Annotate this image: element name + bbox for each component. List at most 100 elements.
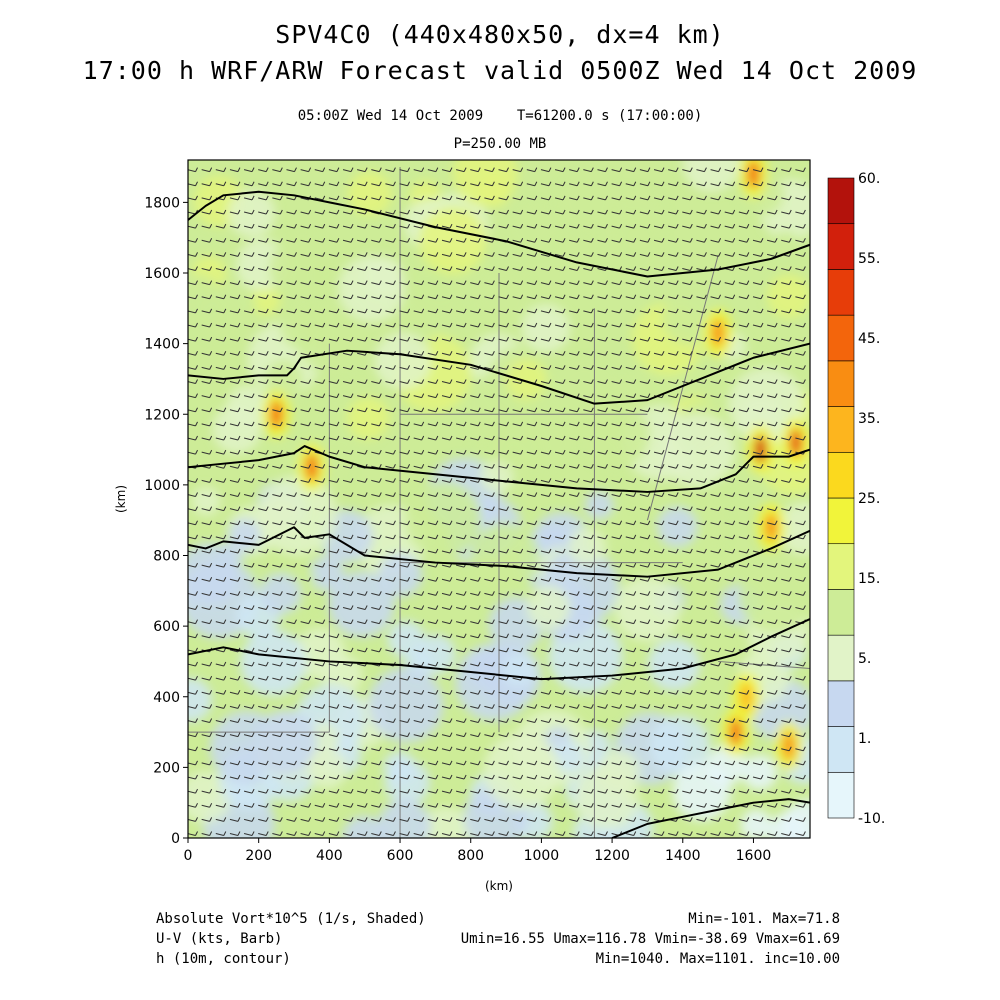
wind-barb [696, 619, 707, 625]
wind-barb [427, 379, 439, 384]
wind-barb [696, 548, 707, 554]
wind-barb [625, 195, 637, 201]
wind-barb [243, 223, 255, 229]
wind-barb [597, 195, 608, 201]
wind-barb [300, 167, 312, 173]
wind-barb [738, 308, 750, 314]
footer-field3-stats: Min=1040. Max=1101. inc=10.00 [595, 951, 840, 967]
wind-barb [456, 463, 467, 469]
wind-barb [427, 689, 439, 695]
wind-barb [611, 280, 623, 286]
wind-barb [243, 195, 255, 201]
wind-barb [554, 209, 566, 215]
wind-barb [258, 280, 269, 286]
wind-barb [342, 181, 354, 187]
wind-barb [229, 308, 241, 314]
wind-barb [498, 661, 509, 667]
wind-barb [781, 605, 792, 610]
wind-barb [201, 732, 213, 738]
wind-barb [597, 661, 608, 667]
wind-barb [201, 336, 213, 342]
wind-barb [498, 393, 509, 399]
wind-barb [639, 181, 651, 187]
wind-barb [583, 802, 594, 808]
wind-barb [540, 322, 552, 328]
wind-barb [314, 308, 326, 314]
wind-barb [286, 463, 297, 469]
wind-barb [668, 647, 679, 653]
wind-barb [484, 774, 495, 780]
x-tick-label: 600 [387, 848, 414, 864]
wind-barb [441, 704, 453, 709]
vorticity-max [270, 400, 283, 429]
wind-barb [611, 647, 623, 653]
wind-barb [456, 449, 467, 455]
wind-barb [484, 647, 495, 653]
wind-barb [470, 195, 481, 201]
wind-barb [300, 223, 312, 229]
wind-barb [470, 294, 481, 300]
wind-barb [498, 421, 509, 427]
wind-barb [795, 223, 806, 229]
wind-barb [611, 520, 623, 526]
wind-barb [328, 760, 340, 766]
wind-barb [357, 223, 368, 229]
y-axis-label: (km) [114, 485, 128, 513]
wind-barb [371, 746, 382, 752]
wind-barb [300, 506, 312, 512]
wind-barb [413, 562, 425, 568]
wind-barb [639, 774, 651, 780]
wind-barb [385, 746, 396, 752]
wind-barb [696, 393, 707, 399]
wind-barb [328, 435, 340, 441]
wind-barb [243, 817, 255, 822]
wind-barb [201, 576, 213, 582]
wind-barb [752, 831, 764, 836]
wind-barb [639, 266, 651, 271]
wind-barb [653, 379, 665, 384]
wind-barb [470, 223, 481, 229]
wind-barb [188, 675, 198, 681]
wind-barb [229, 266, 241, 271]
wind-barb [569, 661, 580, 667]
wind-barb [243, 393, 255, 399]
wind-barb [668, 548, 679, 554]
wind-barb [272, 350, 283, 356]
wind-barb [781, 817, 792, 822]
wind-barb [342, 223, 354, 229]
wind-barb [682, 492, 693, 497]
wind-barb [470, 633, 481, 639]
wind-barb [470, 746, 481, 752]
wind-barb [286, 223, 297, 229]
wind-barb [498, 802, 509, 808]
wind-barb [188, 237, 198, 243]
wind-barb [385, 252, 396, 257]
wind-barb [314, 605, 326, 610]
wind-barb [724, 704, 736, 709]
wind-barb [795, 195, 806, 201]
wind-barb [682, 463, 693, 469]
wind-barb [328, 478, 340, 483]
wind-barb [201, 252, 213, 257]
wind-barb [188, 435, 198, 441]
wind-barb [696, 774, 707, 780]
wind-barb [357, 831, 368, 836]
y-tick-label: 1400 [144, 337, 180, 353]
y-tick-label: 0 [171, 831, 180, 847]
wind-barb [540, 633, 552, 639]
wind-barb [526, 689, 538, 695]
wind-barb [512, 534, 524, 540]
wind-barb [258, 534, 269, 540]
wind-barb [526, 365, 538, 370]
pressure-level: P=250.00 MB [453, 136, 547, 152]
wind-barb [201, 675, 213, 681]
wind-barb [484, 802, 495, 808]
wind-barb [371, 252, 382, 257]
wind-barb [512, 209, 524, 215]
vorticity-patch [478, 175, 510, 207]
wind-barb [710, 365, 722, 370]
wind-barb [456, 435, 467, 441]
wind-barb [625, 802, 637, 808]
wind-barb [738, 478, 750, 483]
wind-barb [512, 576, 524, 582]
